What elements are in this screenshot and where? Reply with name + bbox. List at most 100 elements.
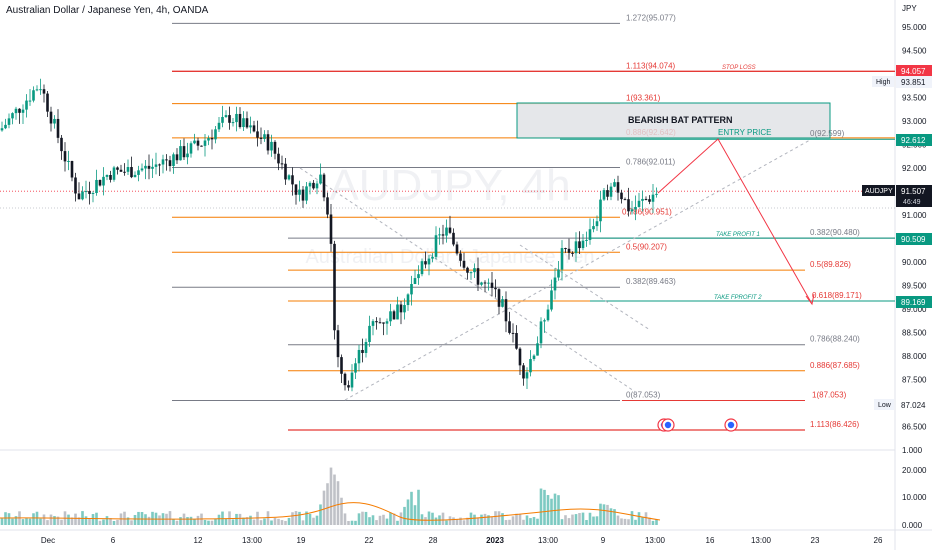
volume-bar <box>189 516 193 525</box>
candle-body <box>49 111 53 124</box>
volume-bar <box>455 519 459 525</box>
candle-body <box>434 235 438 257</box>
candle-body <box>333 243 336 331</box>
candle-body <box>357 349 361 364</box>
volume-bar <box>637 512 641 525</box>
candle-body <box>595 221 599 227</box>
price-tick: 92.000 <box>902 164 927 173</box>
candle-body <box>560 248 564 270</box>
candle-body <box>630 209 634 212</box>
candle-body <box>494 287 497 290</box>
volume-bar <box>340 497 343 525</box>
volume-bar <box>375 520 378 525</box>
candle-body <box>501 299 504 307</box>
candle-body <box>287 175 291 180</box>
volume-bar <box>259 520 263 525</box>
volume-bar <box>378 515 382 525</box>
volume-bar <box>112 520 116 525</box>
candle-body <box>231 122 235 124</box>
volume-bar <box>578 513 581 525</box>
candle-body <box>133 174 137 178</box>
candle-body <box>553 277 557 291</box>
candle-body <box>539 321 543 344</box>
candle-body <box>151 166 154 169</box>
volume-bar <box>252 519 256 525</box>
volume-bar <box>25 518 28 525</box>
volume-bar <box>137 511 140 525</box>
candle-body <box>273 141 277 154</box>
candle-body <box>91 193 95 195</box>
candle-body <box>224 115 228 117</box>
volume-bar <box>595 516 599 525</box>
candle-body <box>557 269 560 278</box>
fib-label-13: 0.886(87.685) <box>810 361 860 370</box>
time-tick: 26 <box>874 536 883 545</box>
volume-bar <box>270 520 273 525</box>
volume-bar <box>158 515 161 525</box>
volume-bar <box>326 483 329 525</box>
candle-body <box>228 115 231 123</box>
candle-body <box>378 322 382 324</box>
candle-body <box>532 355 536 360</box>
candle-body <box>497 289 501 307</box>
volume-bar <box>413 505 417 525</box>
event-icon-dot <box>727 421 735 429</box>
candle-body <box>84 191 88 193</box>
candle-body <box>175 154 179 161</box>
volume-bar <box>641 517 644 525</box>
pattern-dash-1 <box>299 167 641 396</box>
volume-bar <box>473 514 476 525</box>
time-tick: 13:00 <box>645 536 666 545</box>
tp2-badge-bg <box>896 296 932 308</box>
candle-body <box>399 304 403 313</box>
candle-body <box>644 198 648 200</box>
candle-body <box>336 330 340 358</box>
candle-body <box>424 261 427 265</box>
price-tick: 86.500 <box>902 423 927 432</box>
volume-bar <box>613 509 616 525</box>
volume-bar <box>466 517 469 525</box>
price-tick: 94.500 <box>902 47 927 56</box>
candle-body <box>578 241 581 249</box>
volume-bar <box>574 514 578 525</box>
candle-body <box>203 140 207 146</box>
candle-body <box>392 311 396 320</box>
volume-bar <box>581 512 585 525</box>
candle-body <box>466 267 469 273</box>
volume-bar <box>417 489 420 525</box>
chart-title: Australian Dollar / Japanese Yen, 4h, OA… <box>6 5 209 16</box>
time-tick: 2023 <box>486 536 504 545</box>
volume-bar <box>140 512 144 525</box>
fib-label-10: 0.382(89.463) <box>626 277 676 286</box>
volume-bar <box>151 511 154 525</box>
volume-bar <box>207 520 210 525</box>
candle-body <box>182 146 186 158</box>
fib-label-7: 0.382(90.480) <box>810 228 860 237</box>
candle-body <box>315 183 319 189</box>
candle-body <box>441 234 445 236</box>
fib-label-15: 1(87.053) <box>812 391 847 400</box>
volume-bar <box>56 516 60 525</box>
volume-bar <box>571 514 574 525</box>
fib-label-8: 0.5(90.207) <box>626 242 667 251</box>
volume-bar <box>32 513 35 525</box>
watermark-symbol: AUDJPY, 4h <box>329 161 570 210</box>
volume-bar <box>651 520 655 525</box>
candle-body <box>259 137 263 139</box>
candle-body <box>508 321 511 333</box>
volume-bar <box>291 512 294 525</box>
candle-body <box>350 372 354 388</box>
last-price: 91.507 <box>901 187 926 196</box>
volume-bar <box>186 517 189 525</box>
volume-bar <box>389 512 392 525</box>
candle-body <box>21 109 25 113</box>
candle-body <box>98 179 102 186</box>
tp2-badge: 89.169 <box>901 298 926 307</box>
candle-body <box>480 282 483 285</box>
volume-bar <box>396 520 399 525</box>
volume-bar <box>494 511 497 525</box>
time-tick: 13:00 <box>751 536 772 545</box>
volume-bar <box>60 519 63 525</box>
event-icon-dot <box>664 421 672 429</box>
